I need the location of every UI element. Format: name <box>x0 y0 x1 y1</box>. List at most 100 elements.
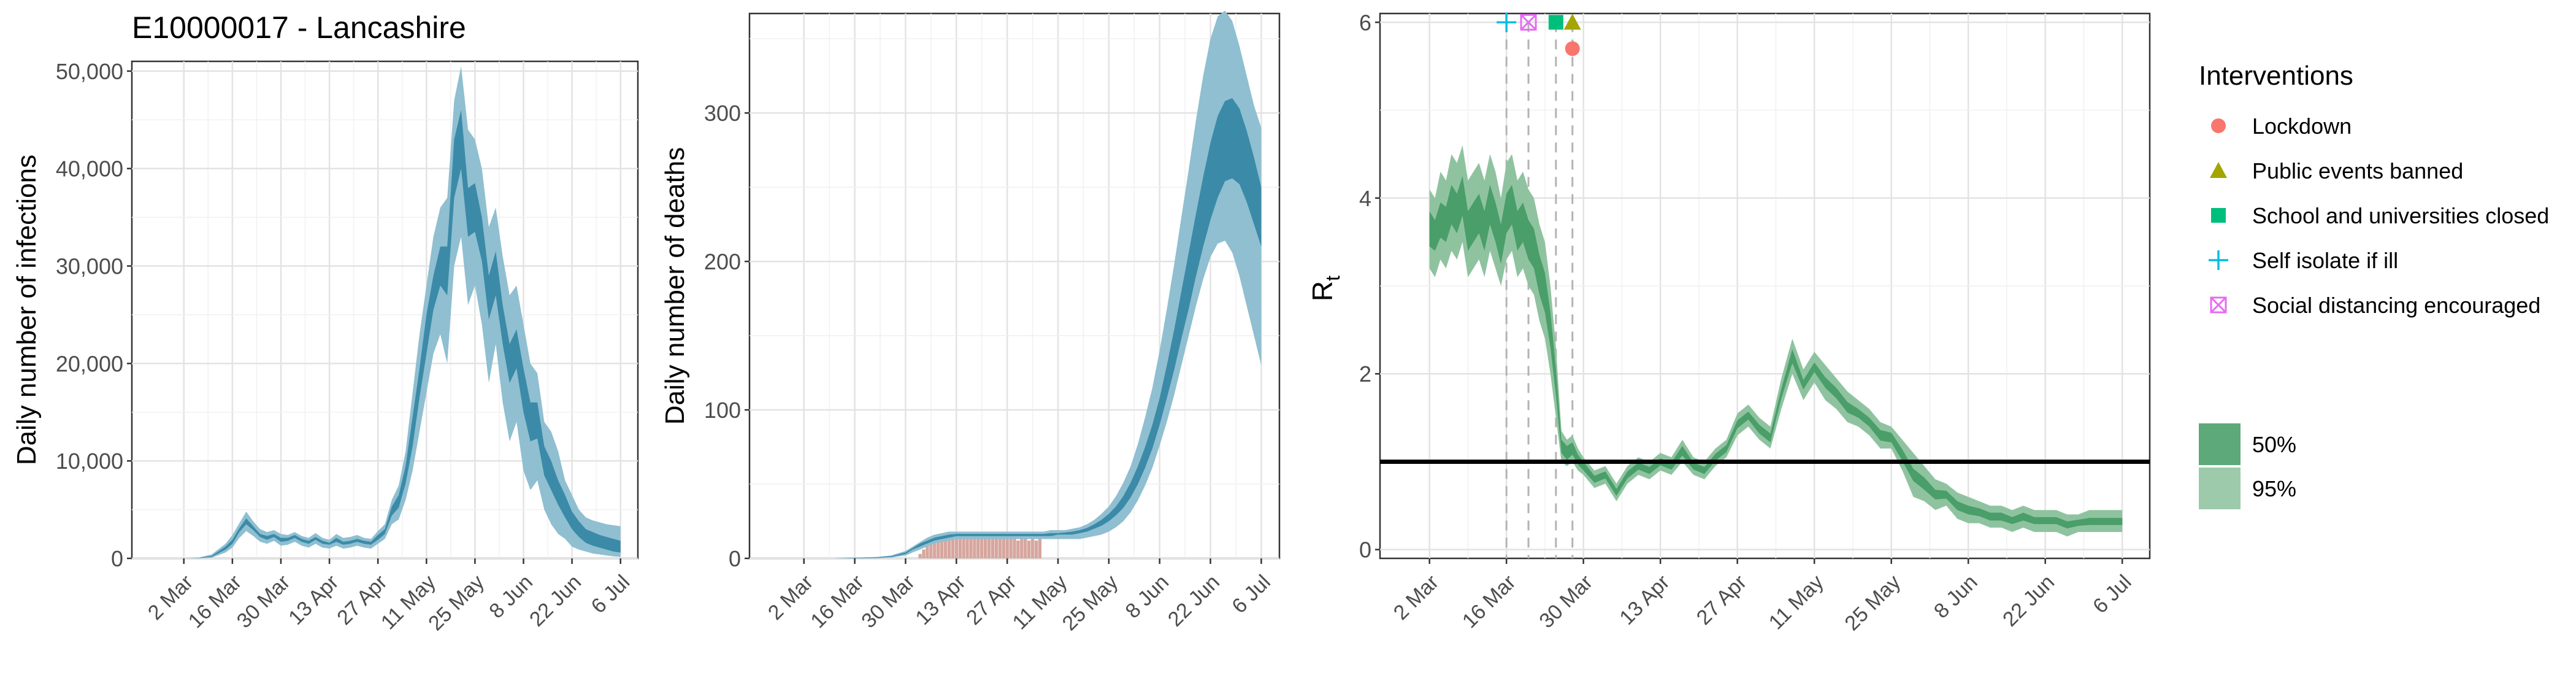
x-tick-label: 11 May <box>1008 571 1072 634</box>
intervention-marker <box>1565 41 1580 56</box>
legend-ci-items: 50% 95% <box>2199 423 2296 509</box>
intervention-marker <box>1497 12 1517 33</box>
x-tick-label: 2 Mar <box>1389 571 1443 625</box>
y-tick-label: 6 <box>1359 10 1371 35</box>
y-tick-label: 0 <box>111 546 123 571</box>
observed-death-bar <box>1013 539 1016 558</box>
infections-grid <box>132 61 638 560</box>
rt-x-ticks: 2 Mar 16 Mar 30 Mar 13 Apr 27 Apr 11 May 25 Ma… <box>1389 558 2136 635</box>
observed-death-bar <box>954 531 958 558</box>
intervention-marker <box>1520 13 1537 31</box>
square-x-d2 <box>1520 14 1537 31</box>
legend-item-label: Public events banned <box>2252 158 2463 183</box>
legend-key-marker <box>2210 162 2227 178</box>
observed-death-bar <box>969 538 973 558</box>
observed-death-bar <box>918 553 922 558</box>
observed-death-bar <box>1009 538 1013 558</box>
x-tick-label: 30 Mar <box>857 571 919 633</box>
square-x-box <box>2210 296 2227 314</box>
deaths-y-ticks: 0 100 200 300 <box>704 101 749 571</box>
legend-key-marker <box>2210 296 2227 314</box>
observed-death-bar <box>962 536 965 558</box>
legend-ci-swatch <box>2199 468 2241 509</box>
x-tick-label: 25 May <box>1840 571 1905 636</box>
y-tick-label: 30,000 <box>56 254 123 279</box>
y-tick-label: 50,000 <box>56 59 123 84</box>
square-x-d2 <box>2210 296 2227 314</box>
x-tick-label: 25 May <box>424 571 489 636</box>
ci50-band <box>803 98 1262 558</box>
x-tick-label: 22 Jun <box>1998 571 2059 631</box>
x-tick-label: 16 Mar <box>1458 571 1520 633</box>
observed-death-bar <box>937 538 940 558</box>
observed-death-bar <box>958 533 962 558</box>
rt-intervention-markers <box>1497 12 1581 56</box>
y-tick-label: 300 <box>704 101 741 126</box>
deaths-series <box>803 10 1262 558</box>
legend-item-label: Social distancing encouraged <box>2252 293 2540 318</box>
y-tick-label: 100 <box>704 398 741 423</box>
x-tick-label: 13 Apr <box>911 571 970 630</box>
observed-death-bar <box>980 534 984 558</box>
x-tick-label: 6 Jul <box>587 571 635 619</box>
x-tick-label: 30 Mar <box>232 571 295 633</box>
legend-key-marker <box>2211 118 2226 133</box>
x-tick-label: 6 Jul <box>2088 571 2136 619</box>
observed-death-bar <box>965 534 969 558</box>
x-tick-label: 8 Jun <box>1930 571 1982 623</box>
x-tick-label: 13 Apr <box>284 571 343 630</box>
observed-death-bar <box>1005 536 1009 558</box>
observed-death-bar <box>994 538 999 558</box>
deaths-observed-bars <box>918 531 1042 558</box>
infections-y-axis-label: Daily number of infections <box>12 155 42 465</box>
x-tick-label: 16 Mar <box>806 571 868 633</box>
intervention-marker <box>1548 15 1563 30</box>
x-tick-label: 6 Jul <box>1227 571 1275 619</box>
rt-y-axis-label-main: R <box>1306 281 1338 301</box>
figure-title: E10000017 - Lancashire <box>132 10 466 45</box>
observed-death-bar <box>1027 540 1031 558</box>
rt-intervention-lines <box>1505 22 1574 558</box>
observed-death-bar <box>926 545 929 558</box>
y-tick-label: 20,000 <box>56 351 123 376</box>
observed-death-bar <box>940 534 944 558</box>
legend-title: Interventions <box>2199 61 2353 91</box>
x-tick-label: 16 Mar <box>184 571 247 633</box>
legend-item-label: Lockdown <box>2252 114 2352 139</box>
x-tick-label: 22 Jun <box>525 571 586 631</box>
ci95-band <box>183 66 621 558</box>
legend-ci-label: 95% <box>2252 476 2296 501</box>
legend-ci-swatch <box>2199 423 2241 465</box>
observed-death-bar <box>973 534 976 558</box>
legend-item-label: School and universities closed <box>2252 203 2549 228</box>
observed-death-bar <box>1030 539 1035 558</box>
observed-death-bar <box>987 536 991 558</box>
legend-ci-label: 50% <box>2252 432 2296 457</box>
observed-death-bar <box>991 534 995 558</box>
x-tick-label: 13 Apr <box>1615 571 1674 630</box>
observed-death-bar <box>1034 540 1038 558</box>
x-tick-label: 11 May <box>1765 571 1828 634</box>
y-tick-label: 0 <box>729 546 741 571</box>
legend-items: Lockdown Public events banned School and u… <box>2209 114 2549 318</box>
observed-death-bar <box>998 536 1002 558</box>
x-tick-label: 22 Jun <box>1163 571 1224 631</box>
legend-key-marker <box>2209 250 2228 270</box>
y-tick-label: 4 <box>1359 186 1371 211</box>
rt-y-axis-label: Rt <box>1306 276 1344 301</box>
y-tick-label: 2 <box>1359 361 1371 387</box>
infections-y-ticks: 0 10,000 20,000 30,000 40,000 50,000 <box>56 59 132 571</box>
observed-death-bar <box>947 533 951 558</box>
rt-y-axis-label-sub: t <box>1322 276 1344 281</box>
ci95-band <box>803 10 1262 558</box>
observed-death-bar <box>929 542 933 558</box>
legend-key-marker <box>2211 208 2226 223</box>
rt-y-ticks: 0 2 4 6 <box>1359 10 1380 563</box>
y-tick-label: 40,000 <box>56 156 123 182</box>
infections-series <box>183 66 621 558</box>
observed-death-bar <box>943 536 948 558</box>
